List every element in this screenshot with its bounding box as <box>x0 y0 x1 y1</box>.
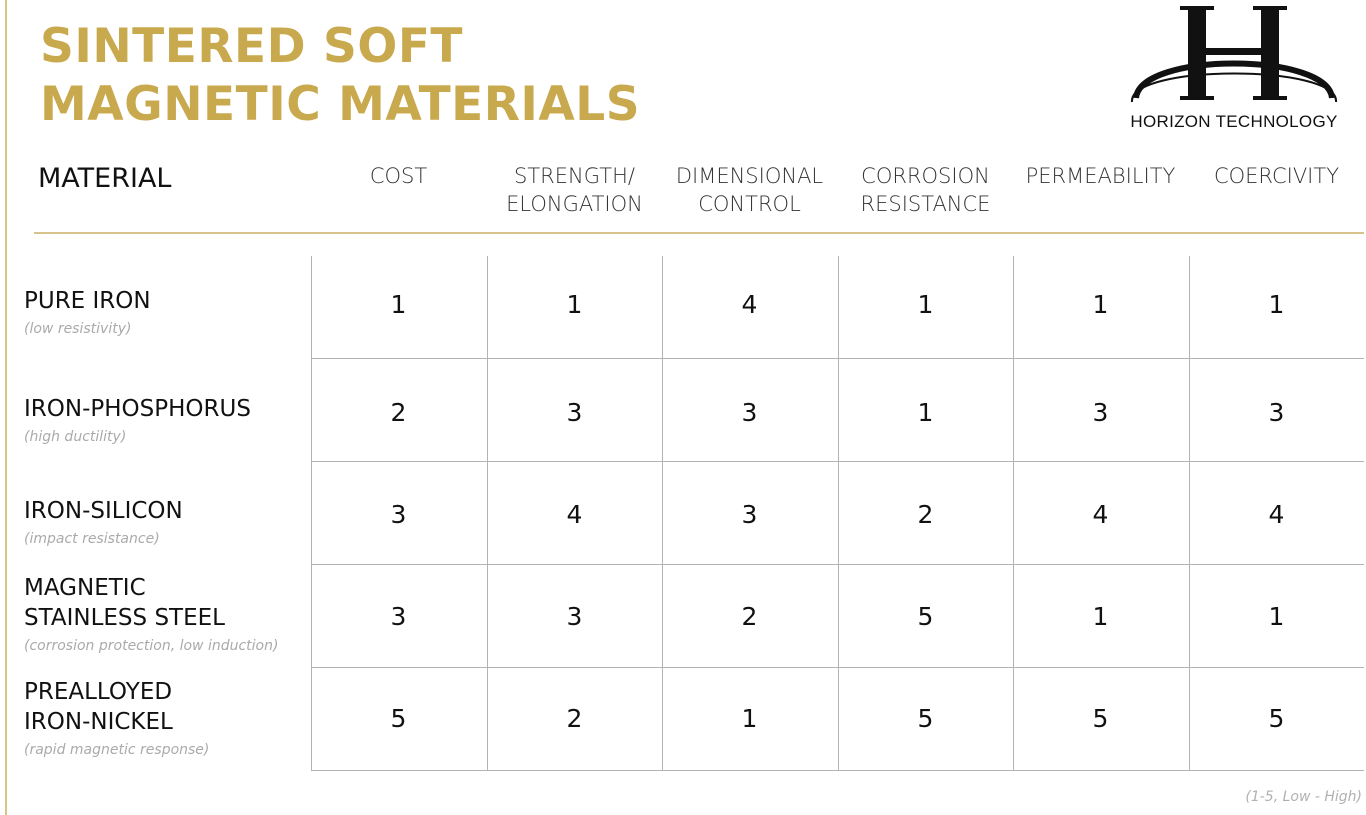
rating-cell: 2 <box>390 398 407 427</box>
row-divider <box>312 461 1364 462</box>
page-title: SINTERED SOFT MAGNETIC MATERIALS <box>40 18 640 134</box>
material-name-cell: MAGNETIC STAINLESS STEEL (corrosion prote… <box>24 573 310 655</box>
column-divider <box>311 256 312 771</box>
rating-cell: 3 <box>1268 398 1285 427</box>
rating-cell: 5 <box>1268 704 1285 733</box>
rating-cell: 1 <box>1092 602 1109 631</box>
rating-cell: 3 <box>390 602 407 631</box>
rating-cell: 4 <box>741 290 758 319</box>
material-column-header: MATERIAL <box>38 163 172 194</box>
material-note: (impact resistance) <box>24 531 160 547</box>
material-note: (low resistivity) <box>24 321 132 337</box>
material-note: (corrosion protection, low induction) <box>24 638 279 654</box>
column-divider <box>1189 256 1190 771</box>
material-name: MAGNETIC STAINLESS STEEL <box>24 575 225 631</box>
material-name-cell: PURE IRON (low resistivity) <box>24 286 310 338</box>
rating-cell: 1 <box>917 290 934 319</box>
rating-cell: 1 <box>917 398 934 427</box>
column-header: COERCIVITY <box>1213 164 1340 188</box>
column-divider <box>838 256 839 771</box>
material-name: PURE IRON <box>24 288 151 314</box>
rating-cell: 5 <box>917 704 934 733</box>
column-header: DIMENSIONAL CONTROL <box>675 164 824 216</box>
column-divider <box>487 256 488 771</box>
row-divider <box>312 667 1364 668</box>
rating-cell: 3 <box>566 398 583 427</box>
rating-cell: 3 <box>741 398 758 427</box>
material-name-cell: IRON-SILICON (impact resistance) <box>24 496 310 548</box>
rating-cell: 4 <box>1268 500 1285 529</box>
rating-cell: 4 <box>1092 500 1109 529</box>
rating-cell: 3 <box>1092 398 1109 427</box>
rating-cell: 1 <box>1268 290 1285 319</box>
rating-cell: 3 <box>741 500 758 529</box>
brand-logo: HORIZON TECHNOLOGY <box>1118 4 1350 134</box>
brand-name: HORIZON TECHNOLOGY <box>1130 112 1338 131</box>
rating-cell: 3 <box>566 602 583 631</box>
rating-cell: 5 <box>917 602 934 631</box>
rating-cell: 5 <box>390 704 407 733</box>
left-accent-rule <box>5 0 7 815</box>
row-divider <box>312 358 1364 359</box>
rating-cell: 2 <box>917 500 934 529</box>
material-name-cell: IRON-PHOSPHORUS (high ductility) <box>24 394 310 446</box>
horizon-h-ellipse-logo-icon <box>1130 6 1338 103</box>
material-note: (high ductility) <box>24 429 127 445</box>
material-name: IRON-PHOSPHORUS <box>24 396 251 422</box>
rating-cell: 5 <box>1092 704 1109 733</box>
material-name: PREALLOYED IRON-NICKEL <box>24 679 173 735</box>
rating-cell: 1 <box>390 290 407 319</box>
column-header: COST <box>369 164 428 188</box>
rating-cell: 1 <box>566 290 583 319</box>
rating-cell: 1 <box>1268 602 1285 631</box>
column-header: CORROSION RESISTANCE <box>860 164 991 216</box>
rating-cell: 2 <box>741 602 758 631</box>
column-header: STRENGTH/ ELONGATION <box>506 164 643 216</box>
title-line-1: SINTERED SOFT <box>40 19 463 74</box>
scale-legend: (1-5, Low - High) <box>1245 789 1362 805</box>
material-name-cell: PREALLOYED IRON-NICKEL (rapid magnetic re… <box>24 677 310 759</box>
rating-cell: 1 <box>741 704 758 733</box>
row-divider <box>312 770 1364 771</box>
rating-cell: 2 <box>566 704 583 733</box>
material-note: (rapid magnetic response) <box>24 742 210 758</box>
rating-cell: 3 <box>390 500 407 529</box>
column-divider <box>662 256 663 771</box>
material-name: IRON-SILICON <box>24 498 183 524</box>
row-divider <box>312 564 1364 565</box>
column-divider <box>1013 256 1014 771</box>
header-divider <box>34 232 1364 234</box>
title-line-2: MAGNETIC MATERIALS <box>40 77 641 132</box>
rating-cell: 1 <box>1092 290 1109 319</box>
rating-cell: 4 <box>566 500 583 529</box>
column-header: PERMEABILITY <box>1025 164 1176 188</box>
